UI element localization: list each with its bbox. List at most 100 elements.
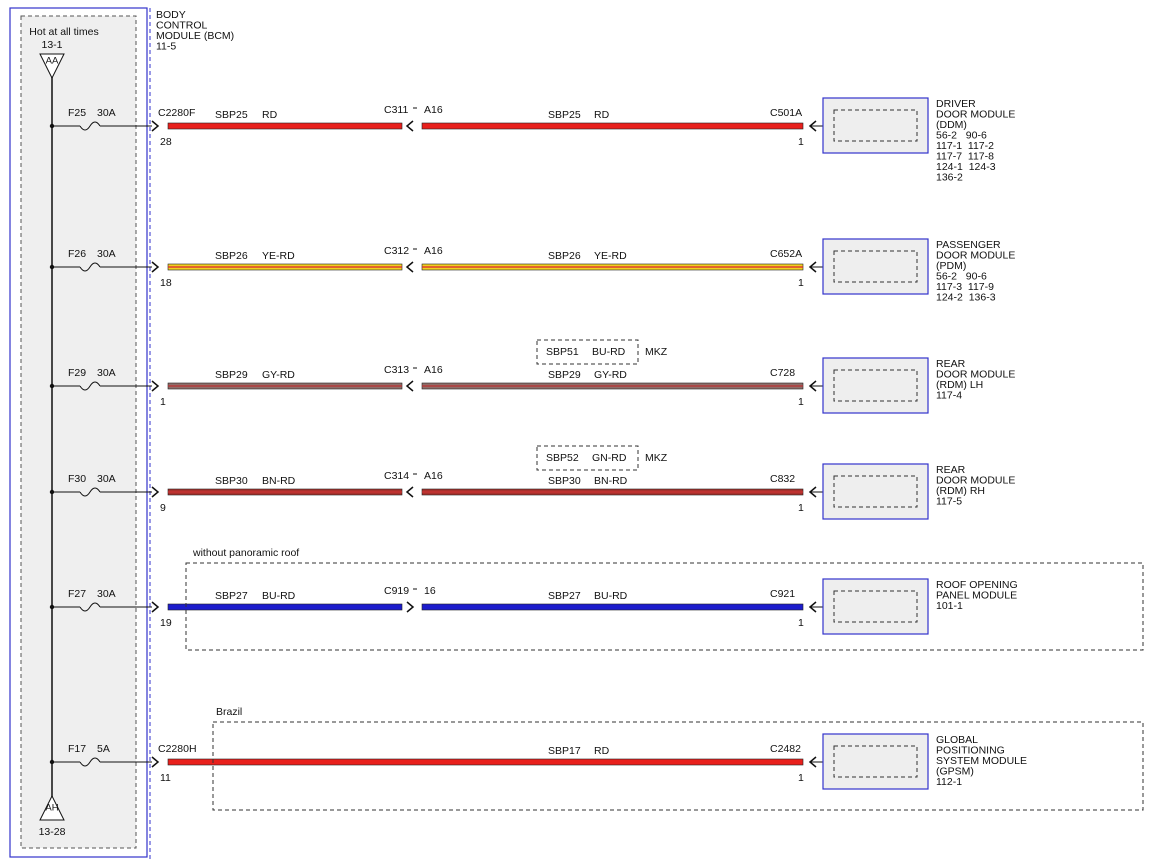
module-label: 117-5 <box>936 495 962 507</box>
module-label: (RDM) RH <box>936 485 985 497</box>
inline-pin: A16 <box>424 104 443 116</box>
wire-color: BN-RD <box>262 475 296 487</box>
option-variant: MKZ <box>645 346 668 358</box>
bcm-box <box>9 7 148 858</box>
fuse-rating: 30A <box>97 248 116 260</box>
inline-connector: C313 <box>384 364 409 376</box>
wire <box>421 603 804 611</box>
module-box <box>822 733 929 790</box>
module-box <box>822 97 929 154</box>
fuse-id: F27 <box>68 588 86 600</box>
bcm-pin: 28 <box>160 136 172 148</box>
fuse-rating: 30A <box>97 367 116 379</box>
connector-arrow <box>151 756 160 768</box>
fuse-id: F26 <box>68 248 86 260</box>
module-label: REAR <box>936 464 966 476</box>
circuit: SBP26 <box>548 250 581 262</box>
option-circuit: SBP52 <box>546 452 579 464</box>
bcm-pin: 18 <box>160 277 172 289</box>
bcm-title: CONTROL <box>156 19 207 31</box>
module-pin: 1 <box>798 502 804 514</box>
bottom-connector-symbol <box>39 794 65 821</box>
wire-color: YE-RD <box>262 250 295 262</box>
module-pin: 1 <box>798 617 804 629</box>
module-label: DRIVER <box>936 98 976 110</box>
fuse-id: F17 <box>68 743 86 755</box>
module-inner <box>833 369 918 402</box>
module-inner <box>833 109 918 142</box>
connector-arrow <box>406 601 415 613</box>
connector-arrow <box>151 601 160 613</box>
option-region <box>185 562 1144 651</box>
wire <box>421 122 804 130</box>
wire-color: GY-RD <box>262 369 295 381</box>
connector-arrow <box>405 380 414 392</box>
fuse-id: F29 <box>68 367 86 379</box>
module-label: 117-1 117-2 <box>936 140 994 152</box>
module-pin: 1 <box>798 396 804 408</box>
connector-arrow <box>405 261 414 273</box>
circuit: SBP17 <box>548 745 581 757</box>
module-inner <box>833 590 918 623</box>
top-connector-symbol <box>39 53 65 80</box>
option-color: BU-RD <box>592 346 626 358</box>
wire-color: RD <box>594 745 610 757</box>
hot-label: Hot at all times <box>29 26 98 38</box>
module-label: 117-3 117-9 <box>936 281 994 293</box>
module-pin: 1 <box>798 772 804 784</box>
bcm-title: MODULE (BCM) <box>156 30 234 42</box>
region-label: without panoramic roof <box>192 547 299 559</box>
module-label: PANEL MODULE <box>936 589 1017 601</box>
module-label: 117-7 117-8 <box>936 150 994 162</box>
connector-arrow <box>151 261 160 273</box>
wire <box>167 758 804 766</box>
fuse <box>79 381 101 391</box>
wire <box>167 122 403 130</box>
circuit: SBP26 <box>215 250 248 262</box>
fuse-id: F30 <box>68 473 86 485</box>
module-connector: C728 <box>770 367 795 379</box>
module-connector: C832 <box>770 473 795 485</box>
inline-connector: C919 <box>384 585 409 597</box>
module-label: ROOF OPENING <box>936 579 1018 591</box>
bcm-pin: 1 <box>160 396 166 408</box>
inline-connector: C311 <box>384 104 408 116</box>
module-box <box>822 463 929 520</box>
bottom-ref: 13-28 <box>39 826 66 838</box>
circuit: SBP29 <box>215 369 248 381</box>
module-label: 112-1 <box>936 776 962 788</box>
module-label: REAR <box>936 358 966 370</box>
module-box <box>822 578 929 635</box>
bcm-pin: 19 <box>160 617 172 629</box>
module-connector: C921 <box>770 588 795 600</box>
module-label: 117-4 <box>936 389 962 401</box>
option-box <box>536 445 639 471</box>
fuse-panel <box>20 15 137 849</box>
top-connector: AA <box>46 56 59 67</box>
option-region <box>212 721 1144 811</box>
option-color: GN-RD <box>592 452 627 464</box>
wire-color: RD <box>262 109 278 121</box>
top-ref: 13-1 <box>41 39 62 51</box>
wire-color: BN-RD <box>594 475 628 487</box>
region-label: Brazil <box>216 706 242 718</box>
bcm-connector: C2280H <box>158 743 197 755</box>
module-label: (GPSM) <box>936 765 974 777</box>
connector-arrow <box>151 486 160 498</box>
wire-color: GY-RD <box>594 369 627 381</box>
circuit: SBP29 <box>548 369 581 381</box>
module-label: DOOR MODULE <box>936 108 1015 120</box>
module-label: (RDM) LH <box>936 379 983 391</box>
module-inner <box>833 250 918 283</box>
fuse-rating: 30A <box>97 473 116 485</box>
wire <box>167 603 403 611</box>
module-inner <box>833 745 918 778</box>
wire-color: RD <box>594 109 610 121</box>
inline-pin: A16 <box>424 364 443 376</box>
connector-arrow <box>405 120 414 132</box>
fuse <box>79 262 101 272</box>
bcm-title: BODY <box>156 9 186 21</box>
module-label: 124-1 124-3 <box>936 161 996 173</box>
circuit: SBP25 <box>548 109 581 121</box>
inline-connector: C312 <box>384 245 409 257</box>
